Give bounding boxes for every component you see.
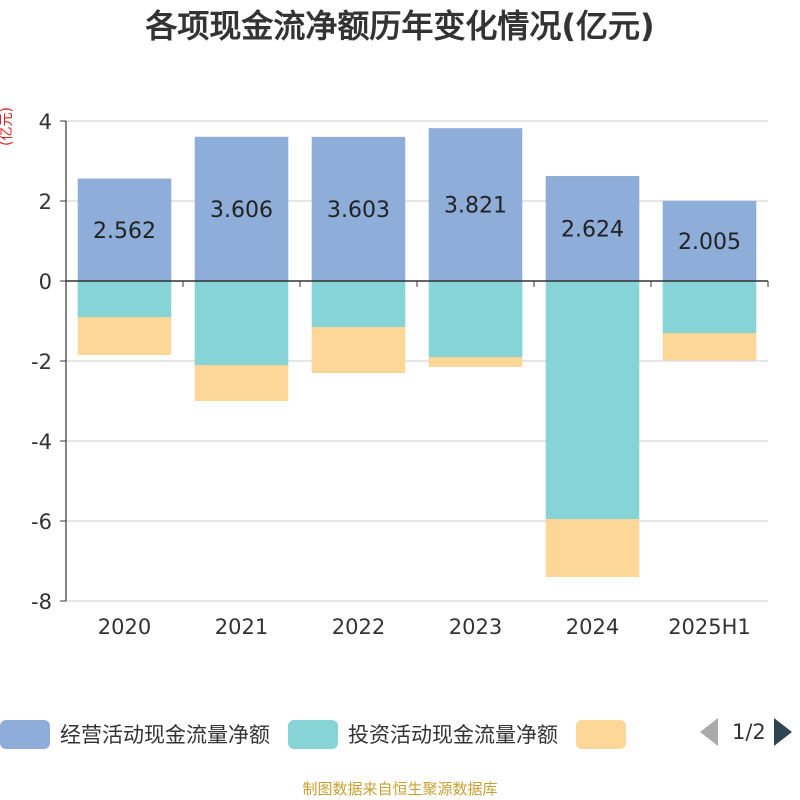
data-label: 2.624 xyxy=(561,218,624,243)
legend-label-operating: 经营活动现金流量净额 xyxy=(60,723,270,747)
legend-item-investing[interactable]: 投资活动现金流量净额 xyxy=(288,719,558,749)
chart-title: 各项现金流净额历年变化情况(亿元) xyxy=(145,7,655,45)
data-label: 2.562 xyxy=(93,219,156,244)
legend-label-investing: 投资活动现金流量净额 xyxy=(348,723,558,747)
legend-pager: 1/2 xyxy=(700,718,792,746)
y-tick-label: -6 xyxy=(31,510,52,534)
bar-2022-series-2 xyxy=(311,327,406,373)
x-tick-label: 2022 xyxy=(332,615,385,639)
legend-swatch-operating xyxy=(0,719,50,749)
bar-2024-series-2 xyxy=(545,519,640,577)
legend-page-indicator: 1/2 xyxy=(732,720,766,744)
stacked-bar-chart: 4 2 0 -2 -4 -6 -8 2020 2021 2022 2023 2024 2025H1 2.… xyxy=(31,110,769,639)
bar-2025H1-series-1 xyxy=(662,281,757,333)
legend-item-third[interactable] xyxy=(576,719,636,749)
x-tick-label: 2025H1 xyxy=(668,615,751,639)
bar-2020-series-0 xyxy=(77,178,172,281)
y-tick-label: -4 xyxy=(31,430,52,454)
y-tick-label: 4 xyxy=(39,110,52,134)
bars xyxy=(77,128,757,577)
bar-2023-series-1 xyxy=(428,281,523,357)
bar-2023-series-2 xyxy=(428,357,523,367)
x-tick-label: 2020 xyxy=(98,615,151,639)
data-label: 3.821 xyxy=(444,194,507,219)
bar-2025H1-series-0 xyxy=(662,200,757,281)
bar-2024-series-1 xyxy=(545,281,640,519)
bar-2024-series-0 xyxy=(545,176,640,281)
y-tick-label: 2 xyxy=(39,190,52,214)
data-label: 3.603 xyxy=(327,198,390,223)
bar-2025H1-series-2 xyxy=(662,333,757,361)
legend: 经营活动现金流量净额 投资活动现金流量净额 xyxy=(0,716,654,752)
legend-prev-page-icon[interactable] xyxy=(700,718,718,746)
legend-swatch-third xyxy=(576,719,626,749)
bar-2021-series-0 xyxy=(194,136,289,281)
x-tick-label: 2023 xyxy=(449,615,502,639)
bar-2020-series-2 xyxy=(77,317,172,355)
legend-item-operating[interactable]: 经营活动现金流量净额 xyxy=(0,719,270,749)
bar-2023-series-0 xyxy=(428,128,523,281)
bar-2022-series-1 xyxy=(311,281,406,327)
axes: 4 2 0 -2 -4 -6 -8 2020 2021 2022 2023 2024 2025H1 xyxy=(31,110,769,639)
bar-2021-series-2 xyxy=(194,365,289,401)
bar-2021-series-1 xyxy=(194,281,289,365)
grid-lines xyxy=(66,120,768,602)
x-tick-label: 2024 xyxy=(566,615,619,639)
bar-2022-series-0 xyxy=(311,136,406,281)
source-note: 制图数据来自恒生聚源数据库 xyxy=(302,780,498,798)
data-label: 2.005 xyxy=(678,230,741,255)
data-labels: 2.562 3.606 3.603 3.821 2.624 2.005 xyxy=(93,194,741,255)
legend-swatch-investing xyxy=(288,719,338,749)
y-tick-label: 0 xyxy=(39,270,52,294)
y-tick-label: -8 xyxy=(31,590,52,614)
x-tick-label: 2021 xyxy=(215,615,268,639)
bar-2020-series-1 xyxy=(77,281,172,317)
data-label: 3.606 xyxy=(210,198,273,223)
legend-next-page-icon[interactable] xyxy=(773,718,792,746)
y-tick-label: -2 xyxy=(31,350,52,374)
